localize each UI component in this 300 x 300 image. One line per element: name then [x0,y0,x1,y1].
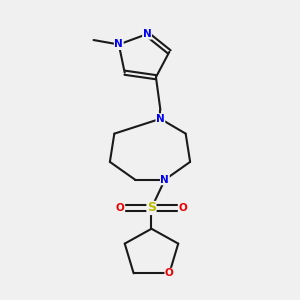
Text: O: O [165,268,174,278]
Text: O: O [178,203,187,213]
Text: O: O [116,203,125,213]
Text: N: N [114,40,123,50]
Text: S: S [147,202,156,214]
Text: N: N [160,175,169,185]
Text: N: N [156,114,165,124]
Text: N: N [143,29,152,39]
